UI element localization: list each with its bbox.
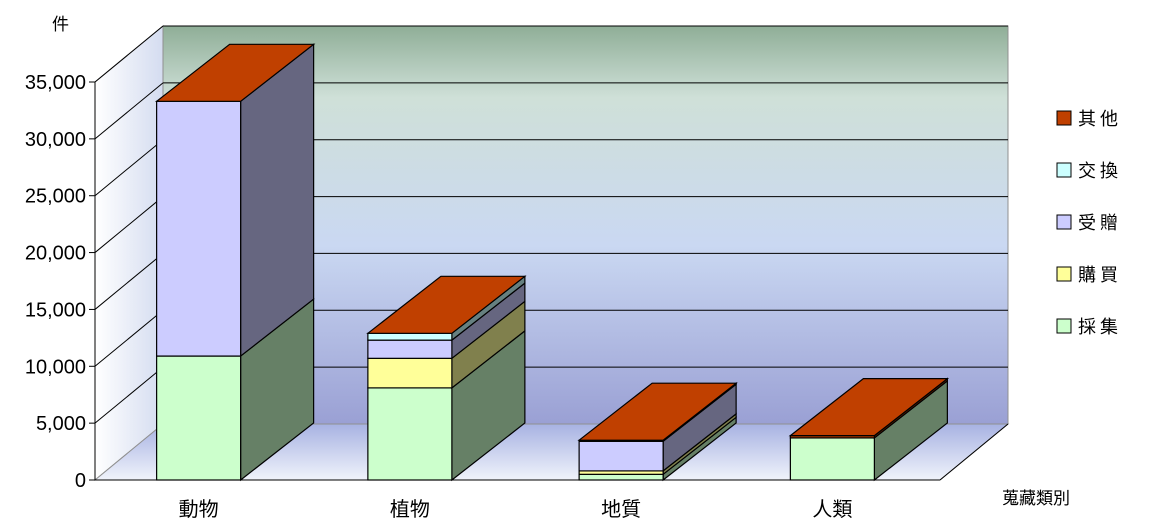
y-tick-label: 5,000 xyxy=(36,413,86,435)
bar-地質 xyxy=(577,381,738,482)
gridline-side xyxy=(94,82,164,140)
x-tick-label: 人類 xyxy=(812,497,852,521)
legend-label-交換: 交換 xyxy=(1078,161,1122,182)
y-tick-label: 35,000 xyxy=(25,72,86,94)
x-axis-label: 蒐藏類別 xyxy=(1002,489,1070,509)
bar-segment-交換 xyxy=(367,332,453,341)
legend-swatch-受贈 xyxy=(1056,214,1072,230)
bar-segment-受贈 xyxy=(367,339,453,359)
bar-top xyxy=(577,382,738,441)
legend-label-採集: 採集 xyxy=(1078,317,1122,338)
bar-segment-採集 xyxy=(156,355,242,481)
bar-segment-採集 xyxy=(789,437,875,481)
legend-label-其他: 其他 xyxy=(1078,109,1122,130)
x-tick-label: 動物 xyxy=(179,497,219,521)
axis-labels: 件 蒐藏類別 動物 植物 地質 人類 xyxy=(52,15,1070,521)
bar-植物 xyxy=(366,275,527,482)
plot-walls xyxy=(93,24,1010,482)
x-tick-label: 植物 xyxy=(390,497,430,521)
floor-edge xyxy=(939,423,1009,481)
y-tick-label: 20,000 xyxy=(25,243,86,265)
y-tick-label: 15,000 xyxy=(25,299,86,321)
legend-swatch-採集 xyxy=(1056,318,1072,334)
side-wall xyxy=(94,24,164,482)
bars xyxy=(154,43,950,482)
y-tick-label: 25,000 xyxy=(25,186,86,208)
bar-segment-採集 xyxy=(367,387,453,481)
bar-segment-受贈 xyxy=(156,100,242,357)
legend-label-購買: 購買 xyxy=(1078,265,1122,286)
legend-swatch-購買 xyxy=(1056,266,1072,282)
x-tick-label: 地質 xyxy=(601,497,641,521)
gridline-side xyxy=(94,25,164,83)
axes: 0 5,000 10,000 15,000 20,000 25,000 30,000 35,0… xyxy=(25,72,1009,492)
gridline-side xyxy=(94,253,164,310)
bar-動物 xyxy=(154,43,316,482)
y-tick-label: 10,000 xyxy=(25,356,86,378)
y-tick-label: 30,000 xyxy=(25,129,86,151)
bar-人類 xyxy=(788,377,950,482)
gridline-side xyxy=(94,139,164,197)
bar-segment-受贈 xyxy=(578,440,664,472)
legend-label-受贈: 受贈 xyxy=(1078,213,1122,234)
legend-swatch-交換 xyxy=(1056,162,1072,178)
bar-segment-購買 xyxy=(367,357,453,389)
bar-top xyxy=(154,43,316,102)
legend-swatch-其他 xyxy=(1056,110,1072,126)
bar-top xyxy=(788,378,950,437)
bar-top xyxy=(366,275,527,334)
gridline-side xyxy=(94,366,164,424)
y-axis-label: 件 xyxy=(52,15,69,35)
bar-segment-採集 xyxy=(578,473,664,481)
gridline-side xyxy=(94,309,164,367)
gridline-side xyxy=(94,196,164,253)
y-tick-label: 0 xyxy=(75,470,86,492)
